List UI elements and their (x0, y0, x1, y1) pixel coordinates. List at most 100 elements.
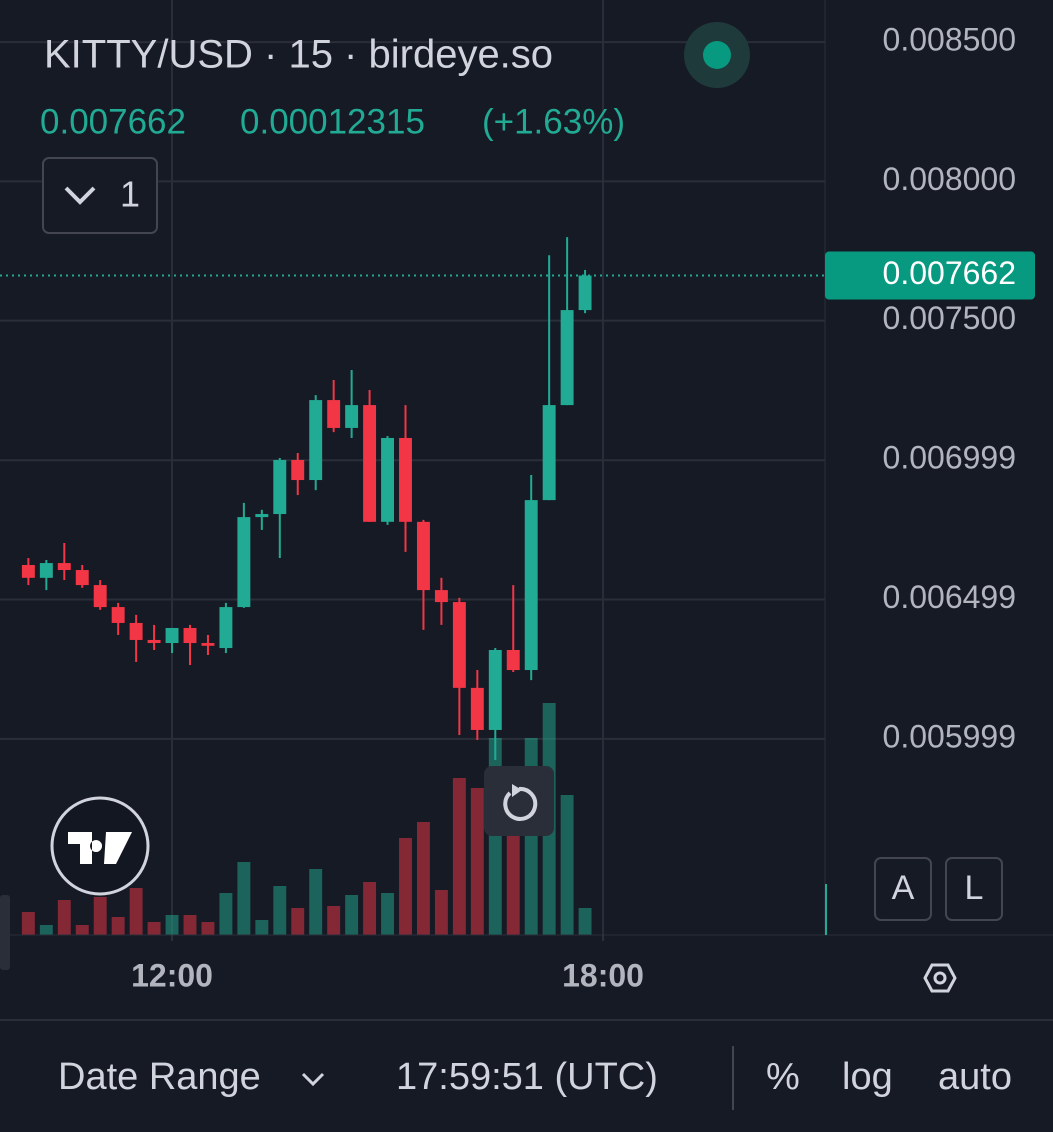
candle-body (93, 585, 107, 608)
auto-scale-button[interactable]: A (874, 857, 932, 921)
candle-body (111, 607, 125, 623)
candle-body (57, 563, 71, 571)
collapse-count: 1 (120, 174, 140, 215)
settings-center (933, 971, 947, 985)
candle-body (201, 643, 215, 646)
volume-bar (381, 893, 395, 935)
y-tick-label: 0.008000 (883, 161, 1016, 197)
candle-body (147, 639, 161, 644)
settings-icon[interactable] (923, 963, 957, 993)
legend-change: 0.00012315 (240, 102, 425, 141)
logo-mark (68, 832, 132, 864)
volume-bar (219, 893, 233, 935)
status-dot (703, 41, 731, 69)
chevron-icon (64, 186, 96, 205)
button-label: L (965, 869, 984, 907)
candle-body (219, 607, 233, 649)
volume-bar (434, 890, 448, 935)
candle-body (75, 570, 89, 586)
candle-body (488, 649, 502, 730)
volume-bar (578, 908, 592, 935)
log-scale-button[interactable]: L (945, 857, 1003, 921)
volume-bar (57, 900, 71, 935)
candle-body (39, 563, 53, 578)
chevron-icon (301, 1072, 325, 1087)
y-tick-label: 0.005999 (883, 718, 1016, 754)
volume-bar (93, 897, 107, 935)
date-range-label: Date Range (58, 1056, 261, 1098)
volume-bar (183, 915, 197, 935)
candle-body (434, 590, 448, 603)
replay-arrow (512, 784, 522, 797)
candle-body (291, 459, 305, 481)
volume-bar (147, 922, 161, 935)
volume-bar (165, 915, 179, 935)
x-tick-label: 18:00 (562, 957, 644, 993)
candle-body (524, 500, 538, 671)
collapse-button[interactable]: 1 (42, 157, 158, 234)
last-price-badge (825, 251, 1035, 300)
date-range-menu[interactable]: Date Range (58, 1056, 325, 1098)
candle-body (542, 405, 556, 501)
candle-body (506, 649, 520, 671)
candle-body (129, 622, 143, 640)
volume-bar (39, 925, 53, 935)
candle-body (255, 514, 269, 518)
collapse-frame (42, 157, 158, 234)
volume-bar (470, 788, 484, 935)
button-frame (945, 857, 1003, 921)
volume-bar (416, 822, 430, 935)
legend-change-pct: (+1.63%) (482, 102, 625, 141)
chart-title: KITTY/USD · 15 · birdeye.so (44, 33, 553, 77)
candle-body (309, 400, 323, 481)
volume-bar (201, 922, 215, 935)
last-price-label: 0.007662 (883, 255, 1016, 291)
volume-bar (291, 908, 305, 935)
candle-body (381, 437, 395, 522)
log-toggle[interactable]: log (842, 1056, 893, 1098)
volume-bar (327, 906, 341, 935)
volume-bar (129, 888, 143, 935)
auto-toggle[interactable]: auto (938, 1056, 1012, 1098)
candle-layer (21, 237, 592, 761)
volume-bar (75, 925, 89, 935)
percent-toggle[interactable]: % (766, 1056, 800, 1098)
button-frame (874, 857, 932, 921)
volume-bar (255, 920, 269, 935)
candle-body (399, 437, 412, 522)
volume-bar (345, 895, 359, 935)
volume-bar (452, 778, 466, 935)
volume-bar (363, 882, 377, 935)
y-tick-label: 0.006999 (883, 440, 1016, 476)
volume-bar (399, 838, 412, 935)
replay-frame (484, 766, 554, 836)
tradingview-logo[interactable] (50, 796, 150, 896)
legend-close: 0.007662 (40, 102, 186, 141)
clock: 17:59:51 (UTC) (396, 1056, 658, 1098)
y-tick-label: 0.006499 (883, 579, 1016, 615)
button-label: A (892, 869, 915, 907)
last-price: 0.007662 (0, 251, 1035, 300)
y-tick-label: 0.008500 (883, 22, 1016, 58)
y-tick-label: 0.007500 (883, 300, 1016, 336)
candle-body (578, 275, 592, 311)
candle-body (560, 310, 574, 406)
candle-body (452, 602, 466, 688)
volume-layer (21, 703, 592, 935)
axes: 0.008500 0.008000 0.007500 0.006999 0.006499… (131, 22, 1016, 994)
candle-body (416, 521, 430, 591)
candle-body (345, 405, 359, 428)
volume-bar (21, 912, 35, 935)
candle-body (237, 517, 251, 608)
volume-bar (506, 835, 520, 935)
x-tick-label: 12:00 (131, 957, 213, 993)
candle-body (165, 627, 179, 644)
volume-bar (309, 869, 323, 935)
candle-body (21, 565, 35, 578)
side-tab[interactable] (0, 895, 10, 970)
candle-body (363, 405, 377, 522)
volume-bar (560, 795, 574, 935)
replay-button[interactable] (484, 766, 554, 836)
